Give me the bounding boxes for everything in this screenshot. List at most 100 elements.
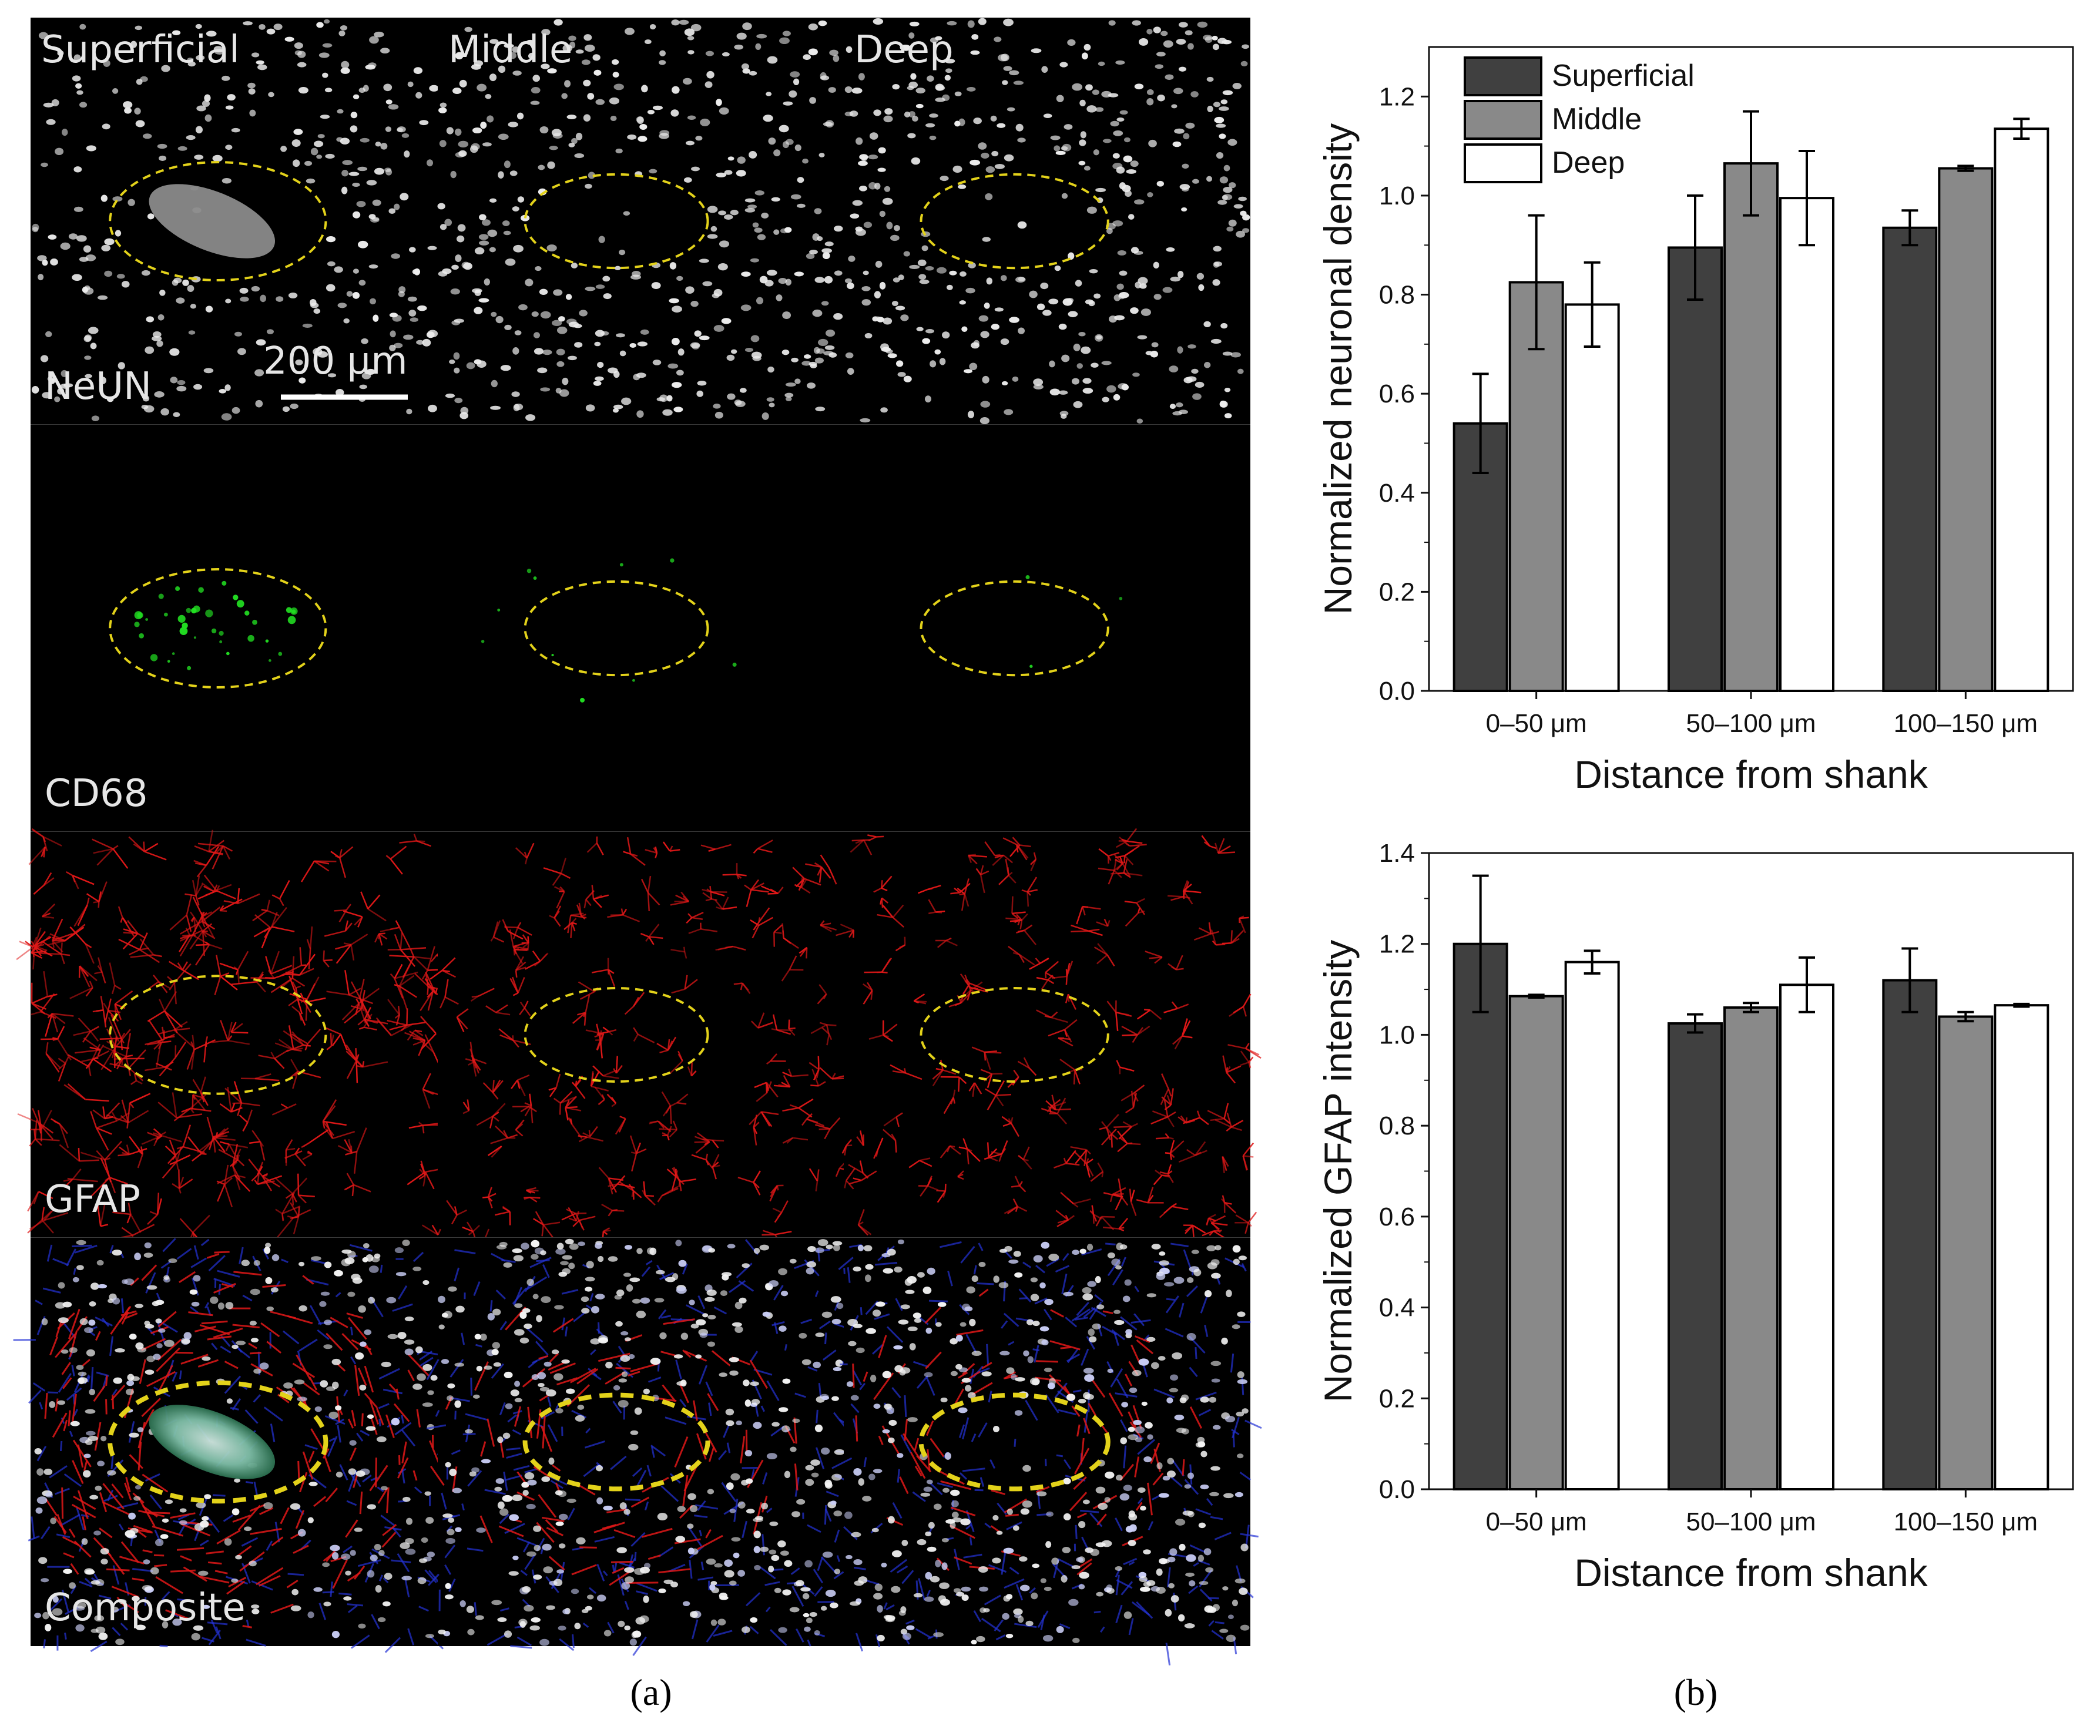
astrocyte-process	[230, 1103, 236, 1113]
neuron-nucleus	[408, 247, 416, 253]
neuron-nucleus	[76, 235, 87, 242]
neuron-nucleus	[135, 1485, 142, 1490]
neuron-nucleus	[445, 1583, 451, 1589]
neuron-nucleus	[514, 1303, 523, 1308]
neuron-nucleus	[814, 1424, 823, 1432]
astrocyte-process	[715, 844, 732, 850]
neuron-nucleus	[1207, 105, 1213, 113]
neuron-nucleus	[455, 1305, 465, 1313]
neuron-nucleus	[355, 1352, 364, 1360]
neuron-nucleus	[569, 1243, 579, 1250]
neuron-nucleus	[801, 361, 811, 366]
astrocyte-process	[859, 1160, 864, 1173]
neuron-nucleus	[259, 1362, 269, 1370]
astrocyte-process	[848, 1179, 862, 1185]
neuron-nucleus	[595, 99, 605, 105]
gfap-fiber	[262, 1284, 286, 1288]
astrocyte-process	[522, 942, 529, 948]
micrograph-tiles	[13, 18, 1262, 1666]
astrocyte-process	[890, 1064, 906, 1074]
neuron-nucleus	[106, 396, 114, 402]
astrocyte-process	[824, 1129, 831, 1140]
neuron-nucleus	[1081, 52, 1088, 60]
neuron-nucleus	[503, 230, 511, 236]
neuron-nucleus	[162, 1621, 169, 1628]
neuron-nucleus	[380, 1486, 388, 1490]
neuron-nucleus	[372, 199, 381, 206]
astrocyte-process	[42, 912, 51, 918]
neuron-nucleus	[498, 133, 509, 140]
dapi-fiber	[1136, 1601, 1153, 1619]
astrocyte-process	[1106, 954, 1115, 967]
astrocyte-process	[631, 1153, 638, 1172]
neuron-nucleus	[616, 1290, 625, 1297]
neuron-nucleus	[265, 1277, 273, 1284]
dapi-fiber	[585, 1304, 592, 1310]
neuron-nucleus	[539, 1638, 549, 1646]
astrocyte-process	[114, 985, 122, 990]
neuron-nucleus	[454, 367, 460, 374]
neuron-nucleus	[366, 180, 377, 186]
astrocyte-process	[1226, 1065, 1242, 1073]
neuron-nucleus	[328, 1411, 338, 1419]
neuron-nucleus	[144, 1321, 150, 1326]
astrocyte-process	[640, 932, 649, 938]
dapi-fiber	[1206, 1498, 1213, 1506]
neuron-nucleus	[551, 1349, 559, 1355]
astrocyte-process	[566, 1208, 576, 1214]
shank-track	[149, 184, 276, 258]
astrocyte-process	[29, 1139, 36, 1147]
neuron-nucleus	[537, 367, 548, 374]
neuron-nucleus	[734, 1326, 743, 1333]
neuron-nucleus	[884, 186, 891, 192]
micrograph-tile	[844, 425, 1250, 832]
neuron-nucleus	[691, 166, 700, 172]
astrocyte-process	[355, 998, 360, 1004]
neuron-nucleus	[586, 1261, 594, 1269]
dapi-fiber	[698, 1365, 708, 1385]
astrocyte-process	[1147, 1187, 1154, 1203]
neuron-nucleus	[730, 1473, 740, 1481]
astrocyte-process	[1029, 962, 1041, 970]
neuron-nucleus	[514, 330, 522, 335]
neuron-nucleus	[830, 1602, 838, 1609]
neuron-nucleus	[375, 142, 381, 147]
neuron-nucleus	[979, 417, 989, 425]
tile-background	[844, 832, 1250, 1238]
astrocyte-process	[829, 1117, 841, 1130]
neuron-nucleus	[1058, 323, 1067, 330]
astrocyte-process	[770, 1185, 778, 1194]
astrocyte-process	[1047, 979, 1055, 985]
astrocyte-process	[400, 947, 427, 951]
astrocyte-process	[1075, 1149, 1088, 1164]
dapi-fiber	[807, 1524, 821, 1533]
astrocyte-process	[299, 947, 303, 966]
astrocyte-process	[127, 920, 139, 934]
astrocyte-process	[399, 975, 415, 987]
dapi-fiber	[1025, 1399, 1038, 1421]
astrocyte-process	[529, 1196, 541, 1199]
astrocyte-process	[961, 992, 971, 1003]
astrocyte-process	[97, 1120, 118, 1129]
neuron-nucleus	[497, 1501, 505, 1509]
astrocyte-process	[1003, 854, 1014, 864]
astrocyte-process	[1145, 951, 1163, 958]
neuron-nucleus	[805, 1479, 814, 1486]
neuron-nucleus	[1176, 38, 1186, 45]
neuron-nucleus	[447, 1395, 454, 1401]
astrocyte-process	[1088, 928, 1100, 932]
neuron-nucleus	[81, 1538, 88, 1545]
dapi-fiber	[995, 1634, 1006, 1641]
neuron-nucleus	[861, 155, 868, 162]
astrocyte-process	[589, 1126, 598, 1137]
neuron-nucleus	[613, 1385, 620, 1391]
dapi-fiber	[766, 1507, 773, 1513]
neuron-nucleus	[469, 1471, 477, 1477]
neuron-nucleus	[934, 349, 941, 355]
neuron-nucleus	[761, 212, 769, 219]
neuron-nucleus	[930, 37, 938, 43]
neuron-nucleus	[585, 286, 596, 291]
astrocyte-process	[227, 1040, 250, 1045]
astrocyte-process	[561, 1213, 576, 1221]
dapi-fiber	[212, 1494, 226, 1497]
